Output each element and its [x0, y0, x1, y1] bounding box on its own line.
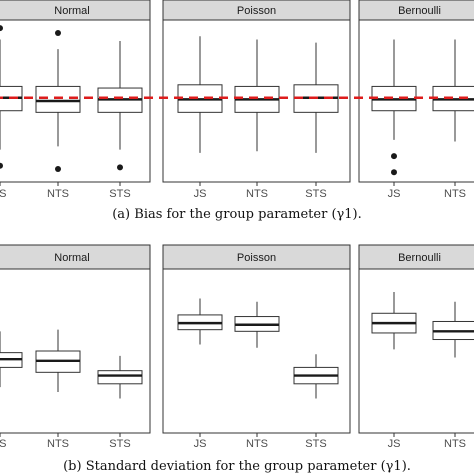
box-nts	[35, 329, 81, 392]
box-sts	[293, 354, 339, 399]
x-tick-label: NTS	[444, 438, 466, 450]
outlier-point	[0, 162, 3, 169]
box-iqr	[97, 370, 143, 385]
facet-strip-label: Poisson	[237, 252, 276, 264]
x-tick-label: NTS	[246, 188, 268, 200]
facet-strip-label: Normal	[54, 252, 89, 264]
caption-a: (a) Bias for the group parameter (γ1).	[112, 207, 362, 222]
panel-a-bias: Normal JS NTS STS Poisson JS NTS STS Bernoulli JS…	[0, 0, 474, 200]
x-tick-label: NTS	[444, 188, 466, 200]
box-js	[0, 331, 23, 388]
outlier-point	[55, 29, 61, 36]
caption-b: (b) Standard deviation for the group par…	[63, 459, 411, 474]
outlier-point	[117, 164, 123, 171]
facet-normal: Normal JS NTS STS	[0, 244, 151, 450]
x-tick-label: JS	[194, 438, 207, 450]
outlier-point	[55, 166, 61, 173]
x-tick-label: NTS	[47, 438, 69, 450]
x-tick-label: NTS	[246, 438, 268, 450]
box-nts	[234, 301, 280, 348]
facet-poisson: Poisson JS NTS STS	[162, 0, 351, 200]
panel-b-standard-deviation: Normal JS NTS STS Poisson JS NTS STS Bernoulli JS…	[0, 244, 474, 450]
box-nts	[432, 301, 474, 358]
x-tick-label: JS	[388, 188, 401, 200]
outlier-point	[0, 25, 3, 32]
x-tick-label: JS	[194, 188, 207, 200]
facet-normal: Normal JS NTS STS	[0, 0, 151, 200]
facet-strip	[0, 244, 151, 270]
x-tick-label: STS	[305, 188, 326, 200]
facet-strip	[162, 244, 351, 270]
box-nts	[35, 29, 81, 173]
outlier-point	[391, 169, 397, 176]
box-iqr	[35, 85, 81, 113]
facet-strip-label: Bernoulli	[398, 5, 441, 17]
box-js	[371, 39, 417, 176]
x-tick-label: STS	[109, 438, 130, 450]
box-js	[177, 36, 223, 153]
box-sts	[97, 355, 143, 399]
x-tick-label: STS	[109, 188, 130, 200]
box-nts	[234, 39, 280, 152]
box-sts	[97, 41, 143, 171]
x-tick-label: JS	[0, 188, 6, 200]
facet-panel	[162, 268, 351, 434]
facet-bernoulli: Bernoulli JS NTS	[358, 0, 474, 200]
facet-panel	[358, 268, 474, 434]
x-tick-label: JS	[388, 438, 401, 450]
facet-bernoulli: Bernoulli JS NTS	[358, 244, 474, 450]
x-tick-label: NTS	[47, 188, 69, 200]
x-tick-label: JS	[0, 438, 6, 450]
outlier-point	[391, 153, 397, 160]
box-js	[177, 298, 223, 345]
x-tick-label: STS	[305, 438, 326, 450]
box-js	[371, 291, 417, 350]
facet-strip-label: Normal	[54, 5, 89, 17]
facet-strip-label: Poisson	[237, 5, 276, 17]
facet-poisson: Poisson JS NTS STS	[162, 244, 351, 450]
facet-strip-label: Bernoulli	[398, 252, 441, 264]
